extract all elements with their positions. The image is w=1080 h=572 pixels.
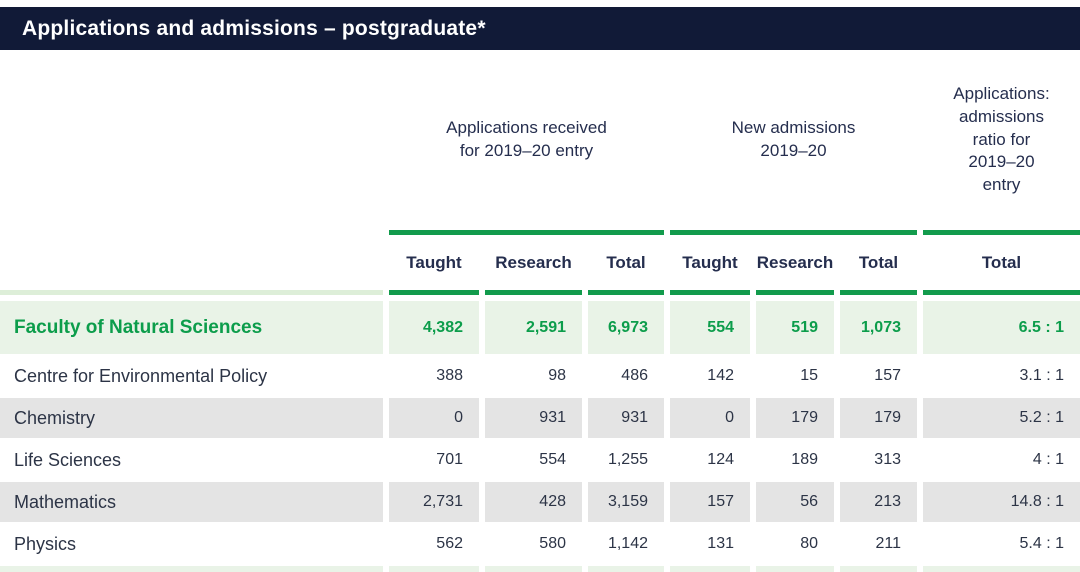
row-label: Life Sciences	[14, 449, 122, 470]
row-label: Faculty of Natural Sciences	[0, 301, 383, 354]
cutoff-cell	[0, 566, 383, 572]
column-header: Taught	[670, 235, 750, 295]
table-row: Chemistry 0 931 931 0 179 179 5.2 : 1	[0, 398, 1080, 438]
value-cell: 486	[621, 367, 648, 384]
column-header: Research	[756, 235, 834, 295]
cutoff-cell	[389, 566, 479, 572]
admissions-table: Applications received for 2019–20 entry …	[0, 50, 1080, 572]
value-cell: 131	[707, 535, 734, 552]
value-cell: 554	[670, 301, 750, 354]
row-label: Chemistry	[0, 398, 383, 438]
value-cell: 1,073	[840, 301, 917, 354]
table-row: Physics 562 580 1,142 131 80 211 5.4 : 1	[0, 524, 1080, 564]
group-divider-row	[0, 230, 1080, 235]
value-cell: 179	[840, 398, 917, 438]
column-header: Total	[840, 235, 917, 295]
row-label: Mathematics	[0, 482, 383, 522]
value-cell: 157	[670, 482, 750, 522]
value-cell: 931	[588, 398, 664, 438]
value-cell: 98	[548, 367, 566, 384]
value-cell: 124	[707, 451, 734, 468]
value-cell: 931	[485, 398, 582, 438]
column-header-row: Taught Research Total Taught Research Total To…	[0, 235, 1080, 295]
value-cell: 6.5 : 1	[923, 301, 1080, 354]
cutoff-cell	[485, 566, 582, 572]
cutoff-cell	[840, 566, 917, 572]
value-cell: 213	[840, 482, 917, 522]
row-label: Centre for Environmental Policy	[14, 365, 268, 386]
value-cell: 554	[539, 451, 566, 468]
cutoff-cell	[756, 566, 834, 572]
value-cell: 211	[875, 535, 901, 552]
table-row: Centre for Environmental Policy 388 98 486 1…	[0, 356, 1080, 396]
value-cell: 0	[670, 398, 750, 438]
value-cell: 14.8 : 1	[923, 482, 1080, 522]
column-header: Research	[485, 235, 582, 295]
cutoff-cell	[923, 566, 1080, 572]
value-cell: 428	[485, 482, 582, 522]
value-cell: 4,382	[389, 301, 479, 354]
value-cell: 142	[707, 367, 734, 384]
value-cell: 80	[800, 535, 818, 552]
column-header: Total	[923, 235, 1080, 295]
value-cell: 580	[539, 535, 566, 552]
cutoff-cell	[588, 566, 664, 572]
value-cell: 4 : 1	[1032, 451, 1064, 468]
page-title: Applications and admissions – postgradua…	[22, 16, 486, 40]
value-cell: 3.1 : 1	[1019, 367, 1064, 384]
value-cell: 189	[791, 451, 818, 468]
row-label: Physics	[14, 533, 77, 554]
value-cell: 157	[874, 367, 901, 384]
value-cell: 6,973	[588, 301, 664, 354]
title-bar: Applications and admissions – postgradua…	[0, 7, 1080, 50]
value-cell: 701	[436, 451, 463, 468]
value-cell: 179	[756, 398, 834, 438]
value-cell: 388	[436, 367, 463, 384]
column-header: Taught	[389, 235, 479, 295]
group-label-new-admissions: New admissions 2019–20	[731, 118, 856, 160]
value-cell: 3,159	[588, 482, 664, 522]
table-row: Life Sciences 701 554 1,255 124 189 313 4 : 1	[0, 440, 1080, 480]
value-cell: 313	[874, 451, 901, 468]
label-column-underline	[0, 235, 383, 295]
table-row: Faculty of Natural Sciences 4,382 2,591 6,9…	[0, 301, 1080, 354]
value-cell: 1,142	[607, 535, 648, 552]
cutoff-cell	[670, 566, 750, 572]
value-cell: 2,591	[485, 301, 582, 354]
green-divider	[670, 230, 917, 235]
value-cell: 5.2 : 1	[923, 398, 1080, 438]
green-divider	[923, 230, 1080, 235]
value-cell: 519	[756, 301, 834, 354]
group-label-applications-received: Applications received for 2019–20 entry	[446, 118, 607, 160]
value-cell: 2,731	[389, 482, 479, 522]
value-cell: 1,255	[607, 451, 648, 468]
group-header-row: Applications received for 2019–20 entry …	[0, 50, 1080, 230]
table-body: Faculty of Natural Sciences 4,382 2,591 6,9…	[0, 301, 1080, 564]
group-label-applications-admissions-ratio: Applications: admissions ratio for 2019–…	[953, 83, 1050, 195]
next-row-cutoff	[0, 566, 1080, 572]
green-divider	[389, 230, 664, 235]
column-header: Total	[588, 235, 664, 295]
table-row: Mathematics 2,731 428 3,159 157 56 213 14.8 : 1	[0, 482, 1080, 522]
value-cell: 5.4 : 1	[1019, 535, 1064, 552]
value-cell: 56	[756, 482, 834, 522]
value-cell: 0	[389, 398, 479, 438]
value-cell: 15	[800, 367, 818, 384]
value-cell: 562	[436, 535, 463, 552]
